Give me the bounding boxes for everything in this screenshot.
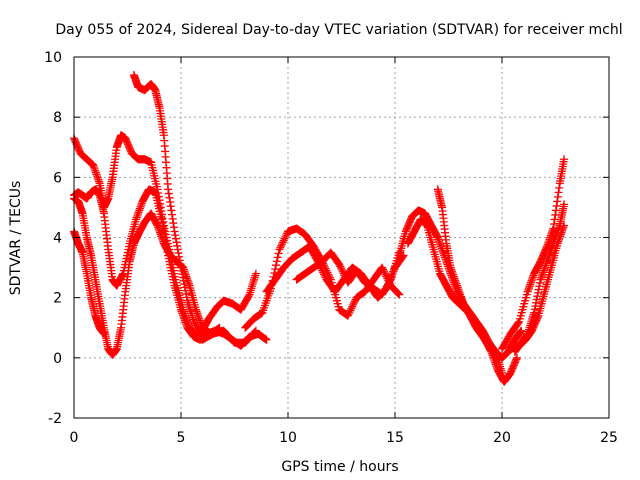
series-satellite-track-k xyxy=(433,185,506,377)
data-point xyxy=(349,299,358,308)
data-point xyxy=(190,319,199,328)
data-point xyxy=(193,324,202,333)
series-satellite-track-n xyxy=(515,221,569,350)
x-tick-label: 25 xyxy=(600,430,618,446)
data-point xyxy=(320,262,329,271)
data-point xyxy=(395,290,404,299)
y-axis-label: SDTVAR / TECUs xyxy=(8,181,24,296)
data-point xyxy=(337,265,346,274)
series-satellite-track-d xyxy=(70,227,108,338)
data-point xyxy=(274,249,283,258)
data-point xyxy=(251,326,260,335)
data-point xyxy=(512,353,521,362)
data-point xyxy=(383,274,392,283)
data-point xyxy=(194,326,203,335)
y-tick-label: 2 xyxy=(53,291,62,307)
data-point xyxy=(318,257,327,266)
x-tick-label: 5 xyxy=(177,430,186,446)
series-satellite-track-h xyxy=(292,257,404,320)
y-tick-label: 4 xyxy=(53,231,62,247)
data-point xyxy=(244,292,253,301)
data-point xyxy=(380,268,389,277)
y-tick-label: 10 xyxy=(44,50,62,66)
data-point xyxy=(321,264,330,273)
data-point xyxy=(325,272,334,281)
data-point xyxy=(194,328,203,337)
data-point xyxy=(393,288,402,297)
data-point xyxy=(271,265,280,274)
data-point xyxy=(273,253,282,262)
data-point xyxy=(250,327,259,336)
data-point xyxy=(349,300,358,309)
data-point xyxy=(251,269,260,278)
data-point xyxy=(560,200,569,209)
data-point xyxy=(379,265,388,274)
data-point xyxy=(279,236,288,245)
data-point xyxy=(276,243,285,252)
data-point xyxy=(346,306,355,315)
x-tick-label: 15 xyxy=(386,430,404,446)
data-point xyxy=(189,317,198,326)
data-point xyxy=(272,261,281,270)
axis-ticks: 0 5 10 15 20 25 -2 0 2 4 6 8 10 xyxy=(44,50,618,446)
data-point xyxy=(335,260,344,269)
data-point xyxy=(275,245,284,254)
data-point xyxy=(560,221,569,230)
y-tick-label: -2 xyxy=(48,411,62,427)
y-tick-label: 6 xyxy=(53,170,62,186)
data-point xyxy=(319,261,328,270)
data-point xyxy=(324,270,333,279)
x-axis-label: GPS time / hours xyxy=(281,459,398,475)
data-point xyxy=(337,264,346,273)
data-point xyxy=(348,302,357,311)
data-point xyxy=(560,155,569,164)
data-point xyxy=(382,272,391,281)
y-tick-label: 0 xyxy=(53,351,62,367)
data-point xyxy=(343,311,352,320)
data-point xyxy=(277,241,286,250)
data-point xyxy=(336,262,345,271)
data-point xyxy=(280,234,289,243)
data-point xyxy=(379,267,388,276)
data-point xyxy=(99,329,108,338)
data-point xyxy=(517,326,526,335)
data-point xyxy=(195,330,204,339)
data-point xyxy=(378,263,387,272)
x-tick-label: 0 xyxy=(70,430,79,446)
data-point xyxy=(498,368,506,377)
data-point xyxy=(191,321,200,330)
chart-title: Day 055 of 2024, Sidereal Day-to-day VTE… xyxy=(55,22,622,38)
series-satellite-track-g xyxy=(262,242,408,302)
data-point xyxy=(323,268,332,277)
x-tick-label: 10 xyxy=(279,430,297,446)
data-point xyxy=(278,240,287,249)
data-series xyxy=(70,71,569,386)
data-point xyxy=(325,273,334,282)
data-point xyxy=(344,309,353,318)
data-point xyxy=(514,318,523,327)
data-point xyxy=(281,232,290,241)
data-point xyxy=(394,289,403,298)
data-point xyxy=(278,238,287,247)
data-point xyxy=(384,276,393,285)
series-satellite-track-e xyxy=(129,71,260,347)
data-point xyxy=(192,323,201,332)
data-point xyxy=(272,257,281,266)
data-point xyxy=(385,278,394,287)
y-tick-label: 8 xyxy=(53,110,62,126)
x-tick-label: 20 xyxy=(493,430,511,446)
data-point xyxy=(319,259,328,268)
data-point xyxy=(347,304,356,313)
data-point xyxy=(322,266,331,275)
data-point xyxy=(381,270,390,279)
data-point xyxy=(350,297,359,306)
data-point xyxy=(262,335,271,344)
data-point xyxy=(345,308,354,317)
